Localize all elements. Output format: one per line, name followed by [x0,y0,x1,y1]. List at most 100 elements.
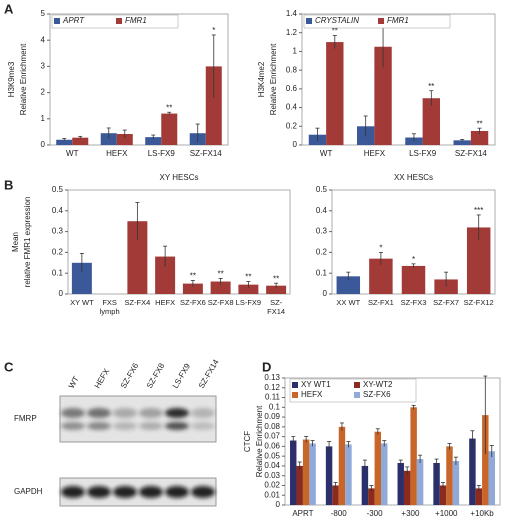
significance-label: ** [190,272,196,281]
row-label: FMRP [14,414,37,423]
blot-band [165,422,189,430]
x-tick-label: HEFX [106,149,128,158]
bar [416,459,424,505]
y-tick-label: 0.03 [264,471,280,480]
y-tick-label: 0.13 [264,373,280,382]
bar [410,407,417,505]
bar [309,443,316,505]
y-tick-label: 0 [323,289,328,298]
plot-frame [67,189,291,295]
y-tick-label: 0.2 [52,248,64,257]
significance-label: ** [332,27,338,36]
blot-band [87,408,111,418]
panel-label: B [4,177,13,192]
legend-box [51,14,179,29]
legend-swatch [306,18,312,24]
y-tick-label: 0.2 [286,121,298,130]
significance-label: ** [218,270,224,279]
y-tick-label: 0.3 [316,227,328,236]
significance-label: ** [273,274,279,283]
y-axis-label: Relative Enrichment [19,43,28,115]
significance-label: ** [166,103,172,112]
y-tick-label: 3 [41,62,46,71]
blot-frame [59,395,217,443]
bar [401,265,426,294]
y-tick-label: 1 [293,47,298,56]
bar [116,133,133,145]
y-tick-label: 1.4 [286,9,298,18]
y-axis-label: H3K4me2 [257,61,266,97]
blot-band [61,422,85,430]
bar [182,283,203,294]
x-tick-label-box: SZ-FX14 [267,298,286,316]
significance-label: ** [245,273,251,282]
y-tick-label: 4 [41,35,46,44]
y-tick-label: 0 [59,289,64,298]
y-axis-label: Relative Enrichment [255,405,264,477]
blot-band [61,486,85,498]
y-tick-label: 0.08 [264,422,280,431]
x-tick-label-box: FXS lymph [100,298,120,316]
bar [161,113,178,145]
y-tick-label: 1.2 [286,28,298,37]
blot-band [165,486,189,498]
x-tick-label: SZ-FX1 [367,298,394,307]
legend-swatch [292,392,298,398]
lane-label: SZ-FX8 [145,361,167,390]
bar [488,451,495,505]
bar [374,46,392,145]
y-tick-label: 0.4 [316,206,328,215]
bar [71,262,92,294]
bar [433,462,440,505]
legend-label: APRT [62,16,85,25]
bar [475,488,483,505]
y-tick-label: 1 [41,114,46,123]
x-tick-label-box: XY WT [70,298,94,307]
blot-band [191,408,215,418]
y-tick-label: 0.11 [265,393,281,402]
x-tick-label: SZ-FX14 [455,149,488,158]
x-tick-label: SZ-FX14 [190,149,223,158]
blot-band [191,422,215,430]
x-tick-label: +300 [401,509,420,518]
y-tick-label: 0.09 [264,412,280,421]
blot-band [113,486,137,498]
x-tick-label: SZ-FX6 [179,298,206,307]
bar [361,465,369,505]
bar [210,281,231,294]
legend-label: HEFX [301,390,323,399]
x-tick-label: HEFX [155,298,176,307]
significance-label: * [412,255,415,264]
y-tick-label: 0 [276,500,281,509]
legend-label: XY WT1 [301,380,331,389]
x-tick-label: WT [320,149,333,158]
bar [338,426,346,505]
x-tick-label-box: HEFX [155,298,176,307]
bar [290,440,297,505]
legend-swatch [354,382,360,388]
bar [452,461,460,505]
x-tick-label-box: SZ-FX7 [433,298,459,307]
row-label: GAPDH [14,487,43,496]
bar [145,137,162,145]
y-tick-label: 0.1 [316,268,328,277]
chart-title: XX HESCs [394,173,433,182]
panel-label: D [262,359,271,374]
bar [369,258,393,294]
x-tick-label: -300 [367,509,384,518]
x-tick-label: SZ-FX14 [267,298,286,316]
lane-label: SZ-FX6 [119,361,141,390]
y-tick-label: 0.5 [52,185,64,194]
y-tick-label: 0.3 [52,227,64,236]
x-tick-label: SZ-FX8 [207,298,234,307]
y-tick-label: 0.12 [264,383,280,392]
significance-label: *** [474,206,483,215]
x-tick-label: SZ-FX3 [400,298,427,307]
plot-frame [301,13,496,146]
bar [470,130,489,145]
x-tick-label-box: LS-FX9 [236,298,261,307]
blot-band [139,422,163,430]
y-tick-label: 0.02 [264,481,280,490]
x-tick-label: LS-FX9 [148,149,176,158]
x-tick-label: XY WT [70,298,94,307]
